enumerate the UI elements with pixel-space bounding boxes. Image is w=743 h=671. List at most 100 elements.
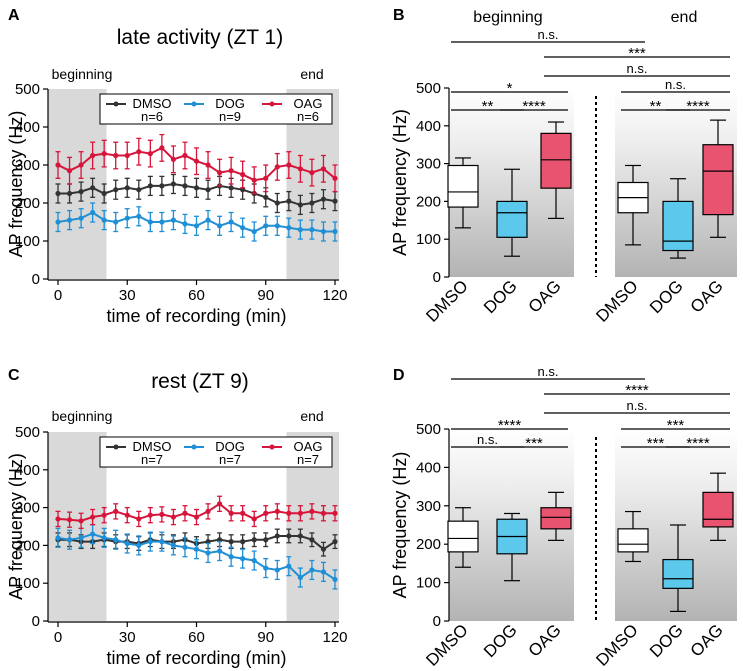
data-point-dmso-c xyxy=(251,537,257,543)
data-point-oag-a xyxy=(251,177,257,183)
significance-label-b-4: ** xyxy=(482,98,494,115)
data-point-dog-a xyxy=(263,223,269,229)
data-point-dog-c xyxy=(182,544,188,550)
legend-marker-dmso-c xyxy=(113,444,119,450)
box-oag-end-b xyxy=(702,144,734,216)
box-dmso-beginning-d xyxy=(447,520,479,553)
x-axis-label-a: time of recording (min) xyxy=(106,306,286,326)
data-point-oag-c xyxy=(113,508,119,514)
data-point-oag-a xyxy=(274,164,280,170)
box-dog-beginning-b xyxy=(496,200,528,238)
x-tick-label-c: 60 xyxy=(188,629,205,646)
data-point-dog-c xyxy=(101,535,107,541)
data-point-oag-a xyxy=(90,152,96,159)
significance-label-d-1: **** xyxy=(625,382,649,399)
data-point-dmso-a xyxy=(263,194,269,200)
data-point-dog-c xyxy=(228,554,234,560)
data-point-dog-a xyxy=(320,228,327,235)
data-point-oag-c xyxy=(205,508,211,514)
data-point-oag-c xyxy=(297,510,303,516)
data-point-dog-a xyxy=(297,227,303,233)
data-point-dmso-a xyxy=(90,185,96,191)
data-point-oag-a xyxy=(136,149,142,155)
data-point-dog-c xyxy=(309,567,315,573)
legend-label-dmso-c: DMSO xyxy=(133,439,172,454)
data-point-oag-a xyxy=(332,175,338,181)
data-point-dmso-c xyxy=(263,537,269,543)
y-tick-label-a: 100 xyxy=(15,233,40,250)
shade-label-end-c: end xyxy=(300,408,323,424)
y-tick-label-d: 500 xyxy=(416,421,441,438)
legend-n-dmso-a: n=6 xyxy=(141,109,163,124)
legend-n-dmso-c: n=7 xyxy=(141,452,163,467)
y-tick-label-b: 500 xyxy=(416,80,441,97)
data-point-dog-a xyxy=(193,223,200,229)
data-point-dog-c xyxy=(332,576,338,583)
data-point-dog-c xyxy=(147,539,153,545)
legend-n-dog-c: n=7 xyxy=(219,452,241,467)
data-point-dmso-a xyxy=(124,185,130,191)
data-point-oag-c xyxy=(136,516,142,522)
data-point-dog-c xyxy=(193,546,200,552)
data-point-dog-c xyxy=(216,548,223,554)
legend-label-dog-c: DOG xyxy=(215,439,245,454)
data-point-dmso-c xyxy=(240,539,246,545)
y-tick-label-c: 300 xyxy=(15,500,40,517)
data-point-dog-c xyxy=(263,565,269,571)
data-point-dog-c xyxy=(170,542,177,549)
data-point-dmso-c xyxy=(309,537,315,543)
data-point-dog-c xyxy=(159,539,165,545)
significance-label-b-7: ** xyxy=(650,98,662,115)
data-point-dog-c xyxy=(240,556,246,562)
line-chart-c: 0 100 200 300 400 500 0 30 60 90 120 time of record… xyxy=(6,424,348,668)
x-tick-label-c: 30 xyxy=(119,629,136,646)
data-point-dmso-a xyxy=(170,181,177,187)
box-oag-beginning-b xyxy=(540,132,572,189)
x-tick-label-a: 90 xyxy=(257,287,274,304)
data-point-dmso-a xyxy=(147,183,153,189)
x-tick-label-a: 30 xyxy=(119,287,136,304)
data-point-dmso-a xyxy=(66,190,73,197)
data-point-oag-c xyxy=(216,501,223,507)
significance-label-d-3: **** xyxy=(498,417,522,434)
data-point-oag-c xyxy=(193,514,200,520)
data-point-oag-a xyxy=(309,170,315,176)
y-tick-label-a: 400 xyxy=(15,119,40,136)
category-label-dmso-end-b: DMSO xyxy=(592,276,641,325)
significance-label-d-2: n.s. xyxy=(627,398,648,413)
data-point-oag-c xyxy=(228,510,234,516)
data-point-oag-a xyxy=(240,171,246,178)
y-tick-label-d: 200 xyxy=(416,536,441,553)
data-point-dog-a xyxy=(205,217,211,223)
y-tick-label-c: 400 xyxy=(15,462,40,479)
y-axis-label-c: AP frequency (Hz) xyxy=(6,453,26,600)
data-point-dmso-a xyxy=(101,190,107,197)
x-tick-label-c: 0 xyxy=(54,629,62,646)
data-point-dog-a xyxy=(228,219,234,225)
data-point-oag-a xyxy=(320,166,327,172)
data-point-oag-c xyxy=(274,508,280,514)
y-tick-label-d: 300 xyxy=(416,498,441,515)
data-point-oag-a xyxy=(286,162,292,168)
data-point-dmso-a xyxy=(55,190,61,197)
data-point-dog-a xyxy=(78,215,84,221)
data-point-oag-a xyxy=(193,158,200,164)
legend-label-dmso-a: DMSO xyxy=(133,96,172,111)
data-point-oag-c xyxy=(182,510,188,516)
category-label-oag-beginning-d: OAG xyxy=(525,620,565,660)
significance-label-d-5: *** xyxy=(525,435,543,452)
data-point-oag-c xyxy=(320,510,327,516)
data-point-dog-a xyxy=(147,219,153,225)
data-point-dog-a xyxy=(136,213,142,219)
line-chart-a: 0 100 200 300 400 500 0 30 60 90 120 time of record… xyxy=(6,81,348,326)
significance-label-d-7: *** xyxy=(647,435,665,452)
box-dmso-end-d xyxy=(617,528,649,553)
legend-marker-dog-c xyxy=(191,444,197,450)
category-label-oag-end-d: OAG xyxy=(687,620,727,660)
panel-letter-d: D xyxy=(393,367,405,384)
y-tick-label-b: 200 xyxy=(416,193,441,210)
data-point-oag-c xyxy=(332,510,338,516)
